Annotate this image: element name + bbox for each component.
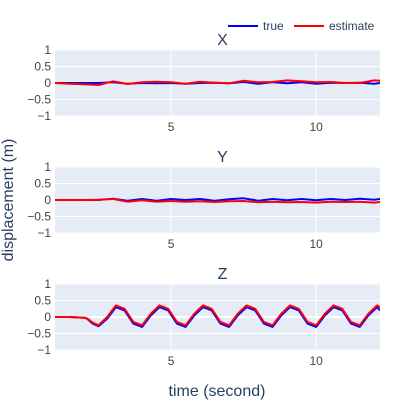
x-tick-label: 5 [168, 354, 175, 368]
y-tick-label: 1 [44, 160, 51, 174]
y-axis-title: displacement (m) [0, 139, 17, 262]
y-tick-label: −0.5 [27, 93, 51, 107]
series-line-estimate-y [55, 198, 380, 204]
y-tick-label: 1 [44, 43, 51, 57]
y-tick-label: 0.5 [34, 294, 51, 308]
x-tick-label: 10 [309, 120, 323, 134]
legend-label-true: true [263, 19, 284, 33]
y-tick-label: 0 [44, 76, 51, 90]
y-tick-label: −0.5 [27, 210, 51, 224]
legend-label-estimate: estimate [329, 19, 375, 33]
subplot-title-z: Z [218, 266, 228, 283]
subplot-z: 1 0.5 0 −0.5 −1 5 10 Z [27, 266, 380, 368]
y-tick-label: 1 [44, 277, 51, 291]
series-line-estimate-x [55, 79, 380, 86]
x-axis-title: time (second) [169, 383, 266, 400]
y-tick-label: −1 [37, 109, 51, 123]
y-tick-label: −1 [37, 343, 51, 357]
y-tick-label: 0.5 [34, 177, 51, 191]
y-tick-label: 0.5 [34, 60, 51, 74]
x-tick-label: 5 [168, 120, 175, 134]
y-tick-label: 0 [44, 310, 51, 324]
subplot-x: 1 0.5 0 −0.5 −1 5 10 X [27, 32, 380, 134]
subplot-y: 1 0.5 0 −0.5 −1 5 10 Y [27, 149, 380, 251]
subplot-title-x: X [217, 32, 228, 49]
y-tick-label: 0 [44, 193, 51, 207]
y-tick-label: −0.5 [27, 327, 51, 341]
legend: true estimate [228, 19, 375, 33]
subplot-title-y: Y [217, 149, 228, 166]
x-tick-label: 5 [168, 237, 175, 251]
x-tick-label: 10 [309, 237, 323, 251]
series-line-estimate-z [55, 304, 380, 327]
y-tick-label: −1 [37, 226, 51, 240]
x-tick-label: 10 [309, 354, 323, 368]
